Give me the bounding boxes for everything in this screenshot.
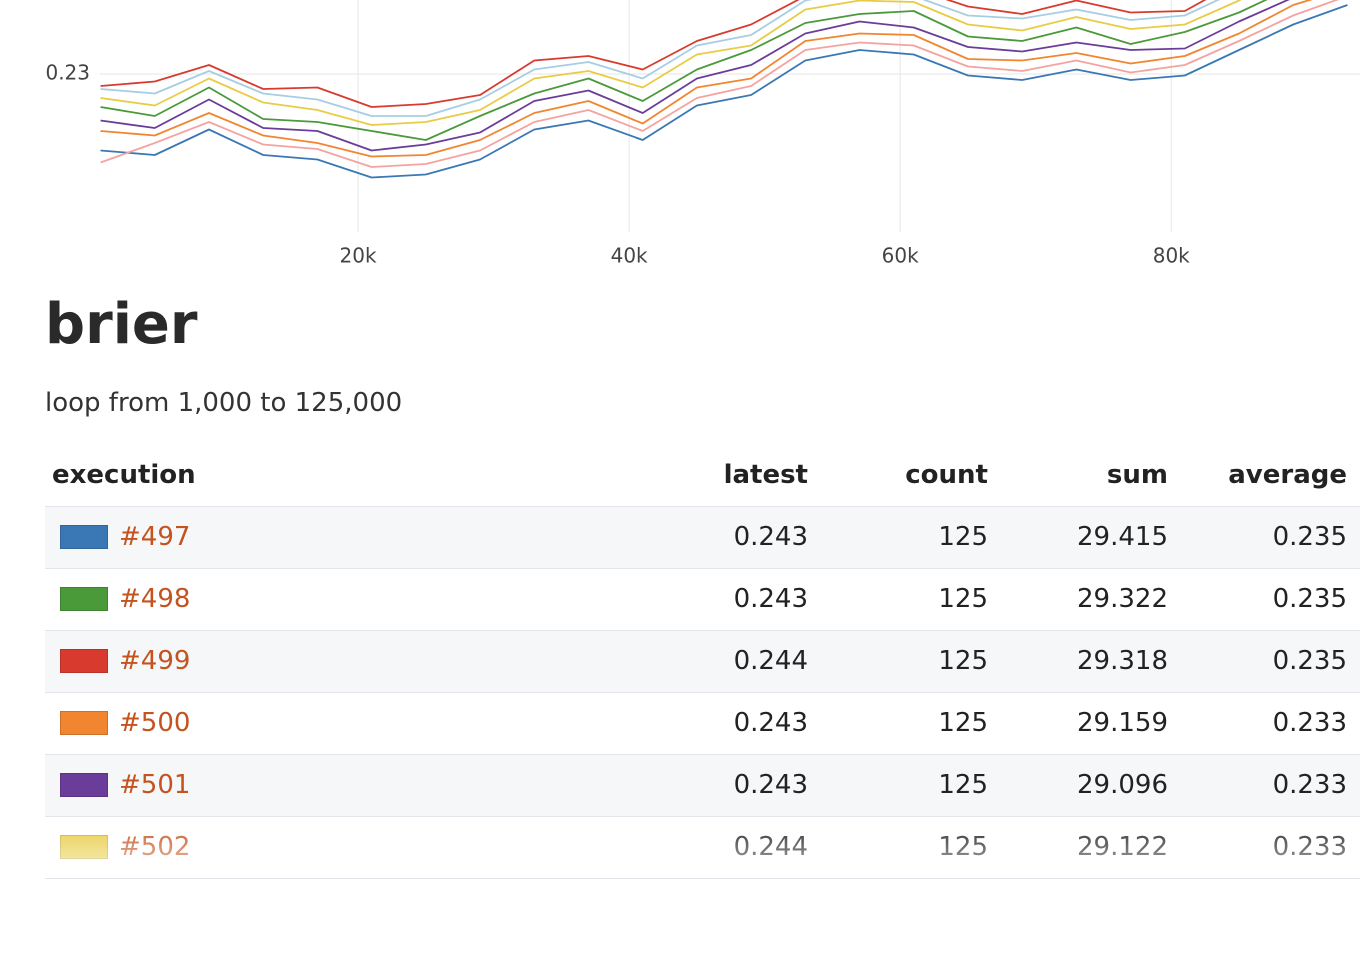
- count-cell: 125: [938, 584, 988, 614]
- grid: 20k 40k 60k 80k 0.23: [45, 0, 1360, 268]
- x-tick-label: 60k: [882, 244, 919, 268]
- latest-cell: 0.243: [733, 770, 808, 800]
- execution-link[interactable]: #500: [119, 708, 191, 738]
- latest-cell: 0.243: [733, 522, 808, 552]
- latest-cell: 0.243: [733, 584, 808, 614]
- color-swatch: [60, 525, 108, 549]
- panel-subtitle: loop from 1,000 to 125,000: [45, 388, 403, 418]
- color-swatch: [60, 587, 108, 611]
- count-cell: 125: [938, 832, 988, 862]
- average-cell: 0.233: [1272, 708, 1347, 738]
- sum-cell: 29.159: [1077, 708, 1168, 738]
- column-header: sum: [1106, 460, 1168, 490]
- latest-cell: 0.244: [733, 832, 808, 862]
- average-cell: 0.235: [1272, 584, 1347, 614]
- latest-cell: 0.244: [733, 646, 808, 676]
- table-row: #502 0.244 125 29.122 0.233: [45, 817, 1360, 879]
- chart: 20k 40k 60k 80k 0.23: [45, 0, 1360, 268]
- column-header: average: [1228, 460, 1347, 490]
- latest-cell: 0.243: [733, 708, 808, 738]
- series-line: [100, 0, 1242, 126]
- table-row: #499 0.244 125 29.318 0.235: [45, 631, 1360, 693]
- average-cell: 0.235: [1272, 646, 1347, 676]
- color-swatch: [60, 773, 108, 797]
- sum-cell: 29.318: [1077, 646, 1168, 676]
- table-row: #500 0.243 125 29.159 0.233: [45, 693, 1360, 755]
- series-line: [100, 0, 1339, 168]
- count-cell: 125: [938, 708, 988, 738]
- table: execution latest count sum average #497 0.243 1…: [45, 445, 1360, 879]
- sum-cell: 29.322: [1077, 584, 1168, 614]
- count-cell: 125: [938, 522, 988, 552]
- series-line: [100, 4, 1348, 179]
- table-row: #498 0.243 125 29.322 0.235: [45, 569, 1360, 631]
- series-line: [100, 0, 1290, 152]
- x-tick-label: 80k: [1153, 244, 1190, 268]
- table-header: execution latest count sum average: [45, 445, 1360, 507]
- color-swatch: [60, 649, 108, 673]
- x-tick-label: 20k: [340, 244, 377, 268]
- execution-link[interactable]: #499: [119, 646, 191, 676]
- x-tick-label: 40k: [611, 244, 648, 268]
- y-tick-label: 0.23: [45, 61, 90, 85]
- column-header: execution: [52, 460, 196, 490]
- execution-link[interactable]: #502: [119, 832, 191, 862]
- series-line: [100, 0, 1268, 141]
- sum-cell: 29.415: [1077, 522, 1168, 552]
- series-line: [100, 0, 1207, 108]
- lines: [100, 0, 1348, 179]
- average-cell: 0.233: [1272, 832, 1347, 862]
- execution-link[interactable]: #501: [119, 770, 191, 800]
- average-cell: 0.235: [1272, 522, 1347, 552]
- count-cell: 125: [938, 770, 988, 800]
- color-swatch: [60, 711, 108, 735]
- color-swatch: [60, 835, 108, 859]
- execution-link[interactable]: #498: [119, 584, 191, 614]
- table-row: #497 0.243 125 29.415 0.235: [45, 507, 1360, 569]
- table-row: #501 0.243 125 29.096 0.233: [45, 755, 1360, 817]
- average-cell: 0.233: [1272, 770, 1347, 800]
- column-header: latest: [723, 460, 808, 490]
- sum-cell: 29.096: [1077, 770, 1168, 800]
- series-line: [100, 0, 1220, 117]
- series-line: [100, 0, 1313, 158]
- column-header: count: [905, 460, 988, 490]
- count-cell: 125: [938, 646, 988, 676]
- panel-title: brier: [45, 292, 198, 357]
- execution-link[interactable]: #497: [119, 522, 191, 552]
- sum-cell: 29.122: [1077, 832, 1168, 862]
